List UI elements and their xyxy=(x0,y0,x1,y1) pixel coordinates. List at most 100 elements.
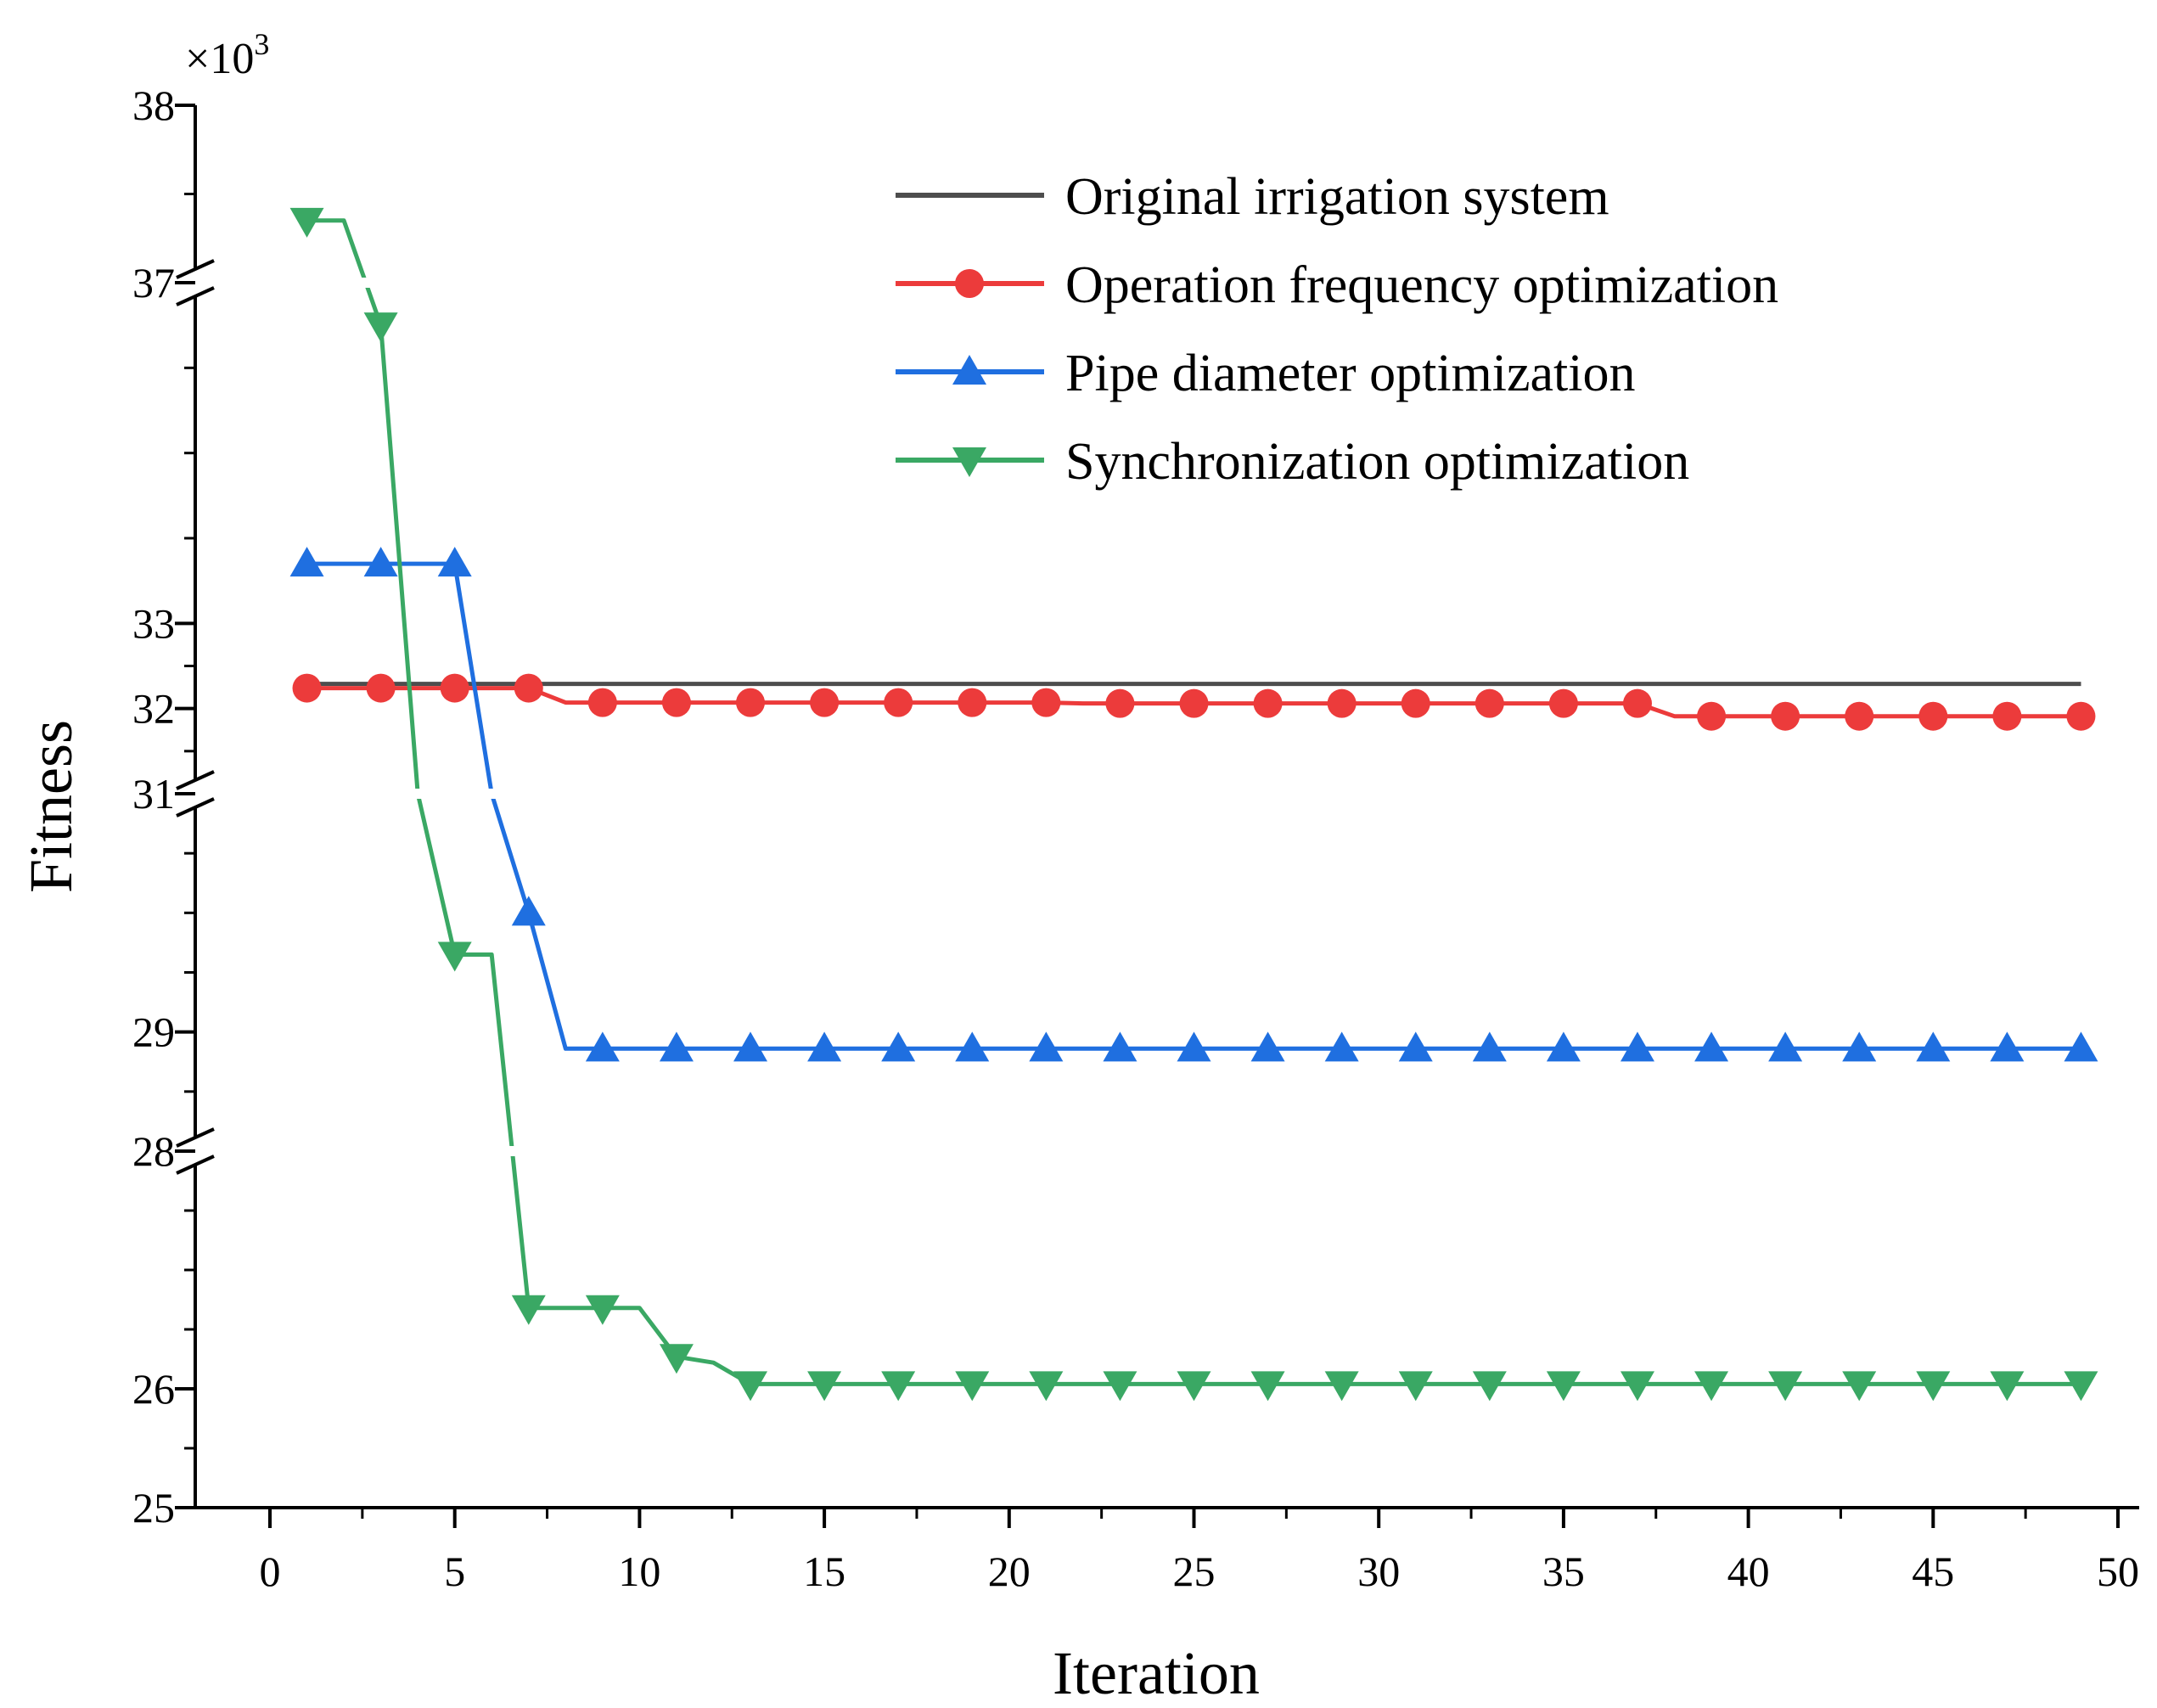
y-tick-label: 29 xyxy=(132,1009,175,1056)
synchronization-point xyxy=(289,207,324,238)
pipe-diameter-point xyxy=(1177,1031,1211,1062)
legend-synchronization: Synchronization optimization xyxy=(896,433,1689,491)
x-tick-label: 20 xyxy=(988,1548,1031,1595)
x-tick-label: 50 xyxy=(2097,1548,2139,1595)
pipe-diameter-point xyxy=(733,1031,768,1062)
pipe-diameter-point xyxy=(1029,1031,1064,1062)
operation-frequency-point xyxy=(884,688,913,717)
pipe-diameter-point xyxy=(437,547,472,577)
synchronization-point xyxy=(733,1371,768,1402)
y-tick-label: 26 xyxy=(132,1365,175,1413)
synchronization-point xyxy=(1546,1371,1581,1402)
operation-frequency-point xyxy=(2066,701,2096,731)
legend-label: Operation frequency optimization xyxy=(1065,256,1778,314)
x-tick-label: 35 xyxy=(1542,1548,1585,1595)
y-tick-label: 28 xyxy=(132,1127,175,1175)
y-axis-break-mark xyxy=(176,1155,215,1175)
synchronization-point xyxy=(1694,1371,1729,1402)
synchronization-point xyxy=(1916,1371,1951,1402)
x-tick-label: 25 xyxy=(1173,1548,1216,1595)
synchronization-point xyxy=(1398,1371,1433,1402)
y-tick-label: 31 xyxy=(132,770,175,817)
y-multiplier-label: ×103 xyxy=(185,27,269,83)
pipe-diameter-point xyxy=(807,1031,842,1062)
pipe-diameter-point xyxy=(1694,1031,1729,1062)
y-axis-break-mark xyxy=(176,259,215,279)
operation-frequency-point xyxy=(1845,701,1874,731)
x-axis-title: Iteration xyxy=(1053,1639,1260,1707)
labels-layer: Iteration Fitness ×103 xyxy=(17,27,1260,1707)
x-tick-label: 45 xyxy=(1912,1548,1954,1595)
operation-frequency-point xyxy=(1622,688,1652,718)
pipe-diameter-point xyxy=(881,1031,916,1062)
pipe-diameter-point xyxy=(2064,1031,2098,1062)
pipe-diameter-point xyxy=(1916,1031,1951,1062)
operation-frequency-point xyxy=(1401,688,1430,718)
synchronization-point xyxy=(585,1295,620,1325)
synchronization-point xyxy=(1029,1371,1064,1402)
pipe-diameter-point xyxy=(1620,1031,1654,1062)
synchronization-point xyxy=(1250,1371,1285,1402)
operation-frequency-point xyxy=(1992,701,2022,731)
series-layer xyxy=(199,207,2143,1402)
operation-frequency-point xyxy=(958,688,987,717)
synchronization-point xyxy=(1103,1371,1137,1402)
operation-frequency-point xyxy=(1697,701,1727,731)
operation-frequency-point xyxy=(661,688,691,717)
synchronization-point xyxy=(437,941,472,972)
pipe-diameter-point xyxy=(1472,1031,1507,1062)
synchronization-point xyxy=(881,1371,916,1402)
pipe-diameter-series-line xyxy=(306,561,2081,1051)
operation-frequency-point xyxy=(1918,701,1948,731)
pipe-diameter-point xyxy=(511,896,546,926)
operation-frequency-point xyxy=(736,688,766,717)
synchronization-point xyxy=(1324,1371,1359,1402)
legend-label: Synchronization optimization xyxy=(1065,433,1689,491)
pipe-diameter-point xyxy=(289,547,324,577)
x-tick-label: 15 xyxy=(803,1548,845,1595)
legend-original-irrigation: Original irrigation system xyxy=(896,168,1609,226)
legend-label: Original irrigation system xyxy=(1065,168,1609,226)
legend: Original irrigation system Operation freq… xyxy=(896,168,1778,491)
synchronization-point xyxy=(659,1344,694,1374)
axis-break-gap xyxy=(199,278,2143,288)
operation-frequency-point xyxy=(1105,688,1135,718)
y-axis-break-mark xyxy=(176,286,215,306)
y-tick-label: 37 xyxy=(132,259,175,306)
synchronization-point xyxy=(1768,1371,1803,1402)
pipe-diameter-point xyxy=(1103,1031,1137,1062)
pipe-diameter-point xyxy=(1546,1031,1581,1062)
y-axis-break-mark xyxy=(176,797,215,817)
synchronization-point xyxy=(511,1295,546,1325)
operation-frequency-point xyxy=(514,673,543,703)
synchronization-point xyxy=(807,1371,842,1402)
synchronization-point xyxy=(2064,1371,2098,1402)
pipe-diameter-point xyxy=(659,1031,694,1062)
y-tick-label: 25 xyxy=(132,1484,175,1531)
legend-marker xyxy=(952,447,986,477)
operation-frequency-point xyxy=(810,688,840,717)
operation-frequency-point xyxy=(1548,688,1578,718)
legend-label: Pipe diameter optimization xyxy=(1065,345,1636,402)
synchronization-point xyxy=(1177,1371,1211,1402)
y-multiplier-exponent: 3 xyxy=(254,27,269,61)
y-axis-title: Fitness xyxy=(17,720,85,893)
y-tick-label: 32 xyxy=(132,685,175,733)
synchronization-point xyxy=(1842,1371,1877,1402)
synchronization-point xyxy=(1990,1371,2025,1402)
axes-layer: 0 5 10 15 20 25 30 35 40 45 50 25 26 28 29 31 32 33 37 38 xyxy=(132,81,2139,1595)
pipe-diameter-point xyxy=(1768,1031,1803,1062)
x-tick-label: 30 xyxy=(1357,1548,1400,1595)
x-tick-label: 5 xyxy=(444,1548,465,1595)
synchronization-point xyxy=(955,1371,990,1402)
synchronization-point xyxy=(363,312,398,343)
synchronization-point xyxy=(1620,1371,1654,1402)
y-axis-break-mark xyxy=(176,770,215,790)
x-tick-label: 40 xyxy=(1727,1548,1770,1595)
operation-frequency-point xyxy=(366,673,396,703)
legend-marker xyxy=(952,355,986,385)
operation-frequency-point xyxy=(1771,701,1800,731)
pipe-diameter-point xyxy=(955,1031,990,1062)
operation-frequency-point xyxy=(1475,688,1504,718)
